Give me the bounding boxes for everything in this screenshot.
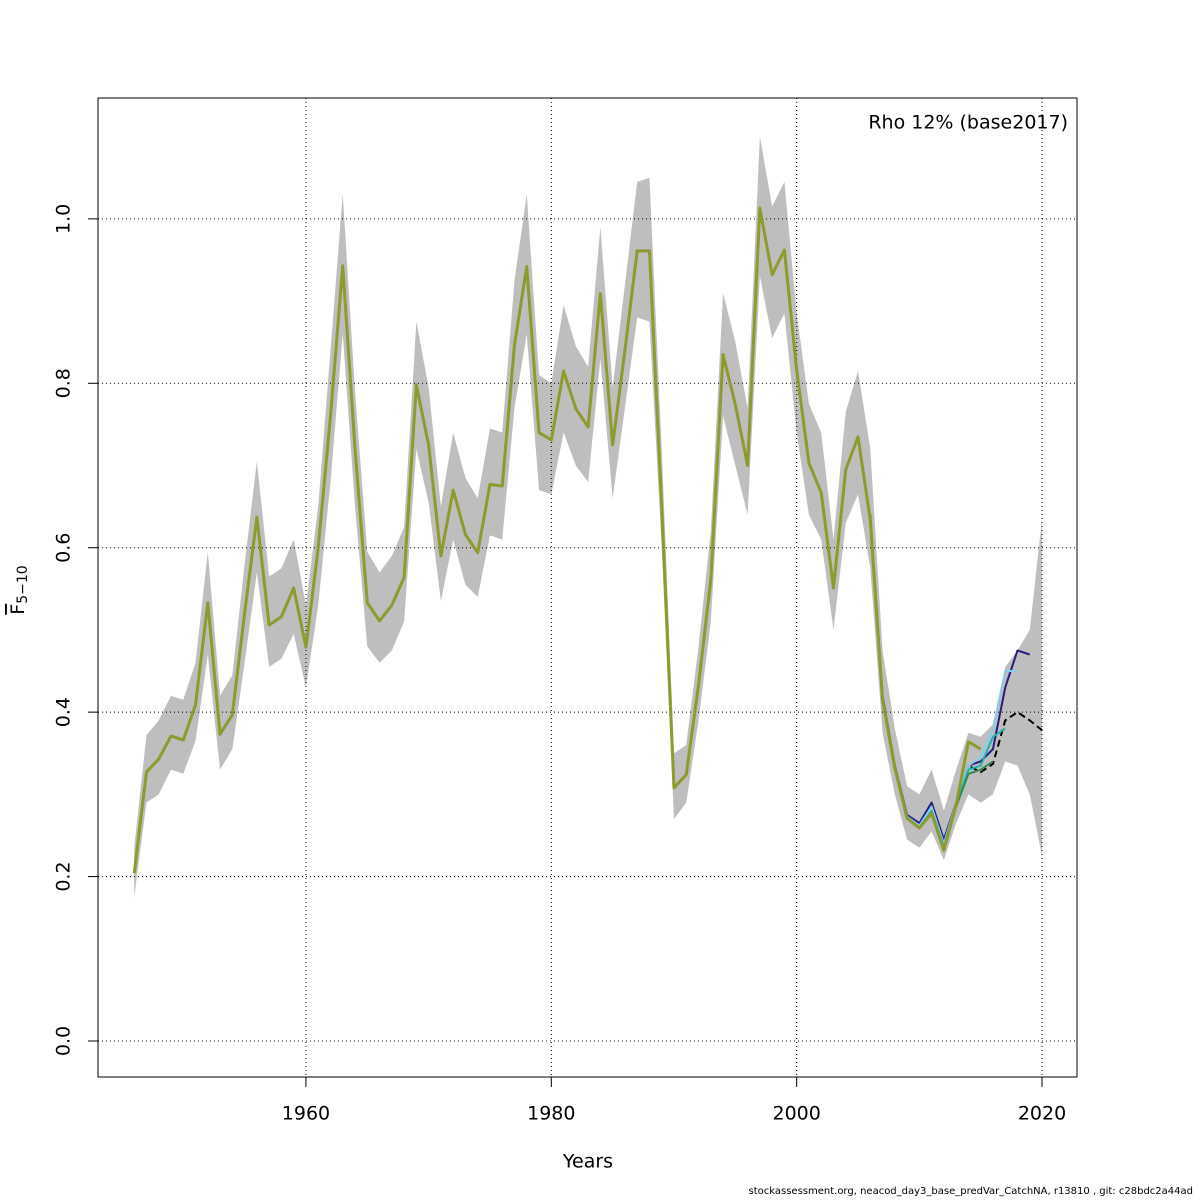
x-tick-label: 2020 (1018, 1103, 1066, 1125)
x-tick-label: 1960 (282, 1103, 330, 1125)
y-tick-label: 1.0 (53, 204, 75, 234)
series-line (869, 517, 1018, 845)
plot-frame (97, 97, 1078, 1078)
y-tick-label: 0.6 (53, 533, 75, 563)
y-tick-label: 0.4 (53, 697, 75, 727)
x-tick-label: 1980 (527, 1103, 575, 1125)
x-tick-label: 2000 (772, 1103, 820, 1125)
annotation: Rho 12% (base2017) (868, 112, 1068, 134)
y-tick-label: 0.8 (53, 368, 75, 398)
y-tick-label: 0.2 (53, 861, 75, 891)
footer: stockassessment.org, neacod_day3_base_pr… (749, 1186, 1194, 1197)
y-axis-label-sub: 5−10 (15, 565, 31, 603)
y-axis-label-main: F (7, 604, 29, 615)
series-line (955, 711, 1043, 806)
y-axis-label: F5−10 (7, 565, 32, 614)
y-tick-label: 0.0 (53, 1026, 75, 1056)
series-line (132, 206, 982, 874)
x-axis-label: Years (562, 1151, 613, 1173)
confidence-band (134, 136, 1043, 898)
